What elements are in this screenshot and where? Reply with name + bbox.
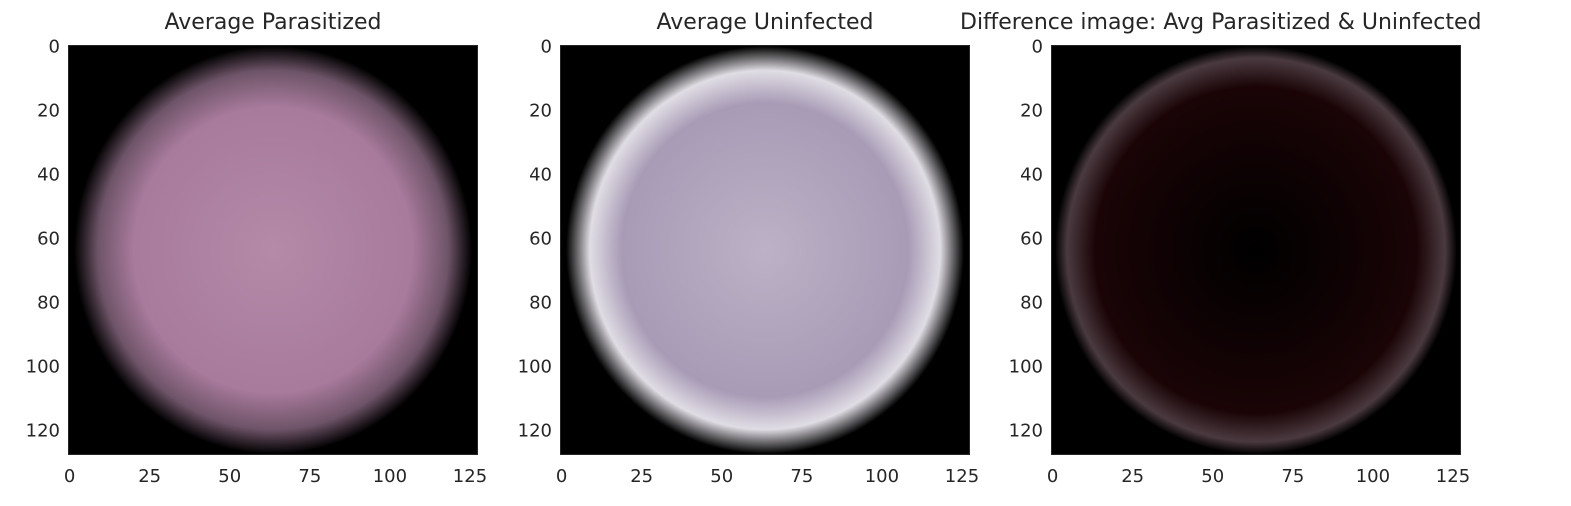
- x-tick-label: 0: [63, 466, 76, 487]
- y-tick-label: 0: [48, 36, 60, 58]
- x-tick-label: 0: [555, 466, 568, 487]
- difference-ring: [1054, 46, 1458, 454]
- y-tick-label: 0: [1031, 36, 1043, 58]
- average-uninfected-image: [561, 46, 969, 454]
- y-tick-label: 100: [25, 356, 60, 378]
- chart-panel-1: Average Parasitized 0 20 40 60 80 100 120 0 25 5…: [0, 0, 530, 506]
- y-tick-label: 40: [529, 164, 552, 186]
- y-tick-label: 20: [529, 100, 552, 122]
- y-tick-label: 80: [529, 292, 552, 314]
- y-tick-label: 120: [1008, 420, 1043, 442]
- x-tick-label: 100: [372, 466, 408, 487]
- y-tick-label: 0: [540, 36, 552, 58]
- chart-title: Average Uninfected: [656, 10, 874, 35]
- y-tick-label: 60: [37, 228, 60, 250]
- x-tick-label: 75: [790, 466, 814, 487]
- y-tick-label: 100: [1008, 356, 1043, 378]
- y-tick-label: 20: [37, 100, 60, 122]
- x-tick-label: 50: [218, 466, 242, 487]
- x-tick-label: 100: [1355, 466, 1391, 487]
- y-tick-label: 40: [1020, 164, 1043, 186]
- y-tick-label: 60: [1020, 228, 1043, 250]
- y-tick-label: 60: [529, 228, 552, 250]
- x-tick-label: 50: [1201, 466, 1225, 487]
- x-tick-label: 0: [1046, 466, 1059, 487]
- chart-title: Average Parasitized: [164, 10, 382, 35]
- y-tick-label: 120: [25, 420, 60, 442]
- x-tick-label: 75: [1281, 466, 1305, 487]
- x-tick-label: 50: [710, 466, 734, 487]
- y-tick-label: 80: [37, 292, 60, 314]
- difference-image: [1052, 46, 1460, 454]
- x-tick-label: 125: [1435, 466, 1471, 487]
- x-tick-label: 125: [944, 466, 980, 487]
- image-axes: [1051, 45, 1461, 455]
- cell-disc: [73, 46, 473, 454]
- chart-title: Difference image: Avg Parasitized & Unin…: [960, 10, 1482, 35]
- cell-disc: [565, 46, 965, 454]
- x-tick-label: 100: [864, 466, 900, 487]
- y-tick-label: 40: [37, 164, 60, 186]
- y-tick-label: 80: [1020, 292, 1043, 314]
- x-tick-label: 25: [138, 466, 162, 487]
- x-tick-label: 125: [452, 466, 488, 487]
- image-axes: [68, 45, 478, 455]
- x-tick-label: 75: [298, 466, 322, 487]
- y-tick-label: 120: [517, 420, 552, 442]
- x-tick-label: 25: [630, 466, 654, 487]
- average-parasitized-image: [69, 46, 477, 454]
- image-axes: [560, 45, 970, 455]
- x-tick-label: 25: [1121, 466, 1145, 487]
- y-tick-label: 100: [517, 356, 552, 378]
- y-tick-label: 20: [1020, 100, 1043, 122]
